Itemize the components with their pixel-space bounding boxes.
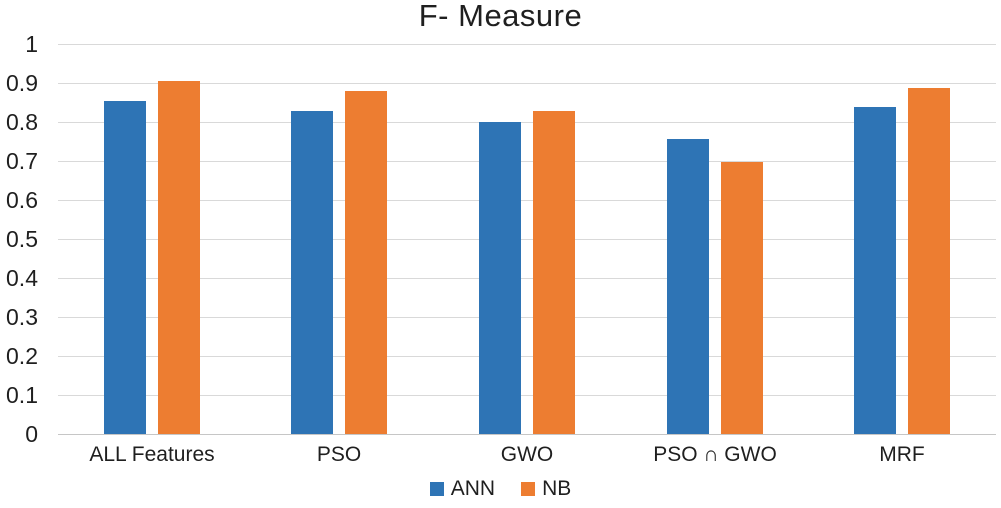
bar-ann-mrf (854, 107, 896, 434)
gridline-y-0.7 (58, 161, 996, 162)
x-axis-label-pso: PSO (316, 443, 362, 466)
gridline-y-0.5 (58, 239, 996, 240)
legend-item-nb: NB (521, 477, 571, 501)
gridline-y-0.8 (58, 122, 996, 123)
legend: ANN NB (0, 477, 1001, 501)
y-axis-tick-0.8: 0.8 (6, 109, 38, 135)
legend-swatch-nb (521, 482, 536, 496)
y-axis-tick-0.5: 0.5 (6, 226, 38, 252)
bar-ann-all-features (104, 101, 146, 434)
y-axis-tick-0.2: 0.2 (6, 343, 38, 369)
gridline-y-1 (58, 44, 996, 45)
bar-nb-pso-gwo (721, 162, 763, 434)
y-axis-tick-0.7: 0.7 (6, 148, 38, 174)
gridline-y-0.1 (58, 395, 996, 396)
y-axis-tick-0.4: 0.4 (6, 265, 38, 291)
y-axis-tick-1: 1 (25, 31, 38, 57)
gridline-y-0.6 (58, 200, 996, 201)
y-axis-tick-0.1: 0.1 (6, 382, 38, 408)
bar-ann-gwo (479, 122, 521, 434)
y-axis-tick-0: 0 (25, 421, 38, 447)
x-axis-label-all-features: ALL Features (89, 443, 215, 466)
bar-nb-pso (345, 91, 387, 434)
gridline-y-0.4 (58, 278, 996, 279)
gridline-y-0.9 (58, 83, 996, 84)
legend-label-ann: ANN (450, 477, 496, 500)
gridline-y-0.3 (58, 317, 996, 318)
y-axis-tick-0.9: 0.9 (6, 70, 38, 96)
y-axis-tick-0.6: 0.6 (6, 187, 38, 213)
gridline-y-0.2 (58, 356, 996, 357)
gridline-y-0 (58, 434, 996, 435)
x-axis-label-mrf: MRF (879, 443, 925, 466)
chart-title: F- Measure (418, 0, 583, 33)
bar-nb-mrf (908, 88, 950, 434)
x-axis-label-gwo: GWO (500, 443, 554, 466)
legend-swatch-ann (429, 482, 444, 496)
bar-nb-gwo (533, 111, 575, 434)
bar-ann-pso-gwo (667, 139, 709, 434)
bar-ann-pso (291, 111, 333, 434)
legend-label-nb: NB (542, 477, 572, 500)
bar-nb-all-features (158, 81, 200, 434)
legend-item-ann: ANN (429, 477, 496, 501)
y-axis-tick-0.3: 0.3 (6, 304, 38, 330)
x-axis-label-pso-gwo: PSO ∩ GWO (653, 443, 777, 466)
